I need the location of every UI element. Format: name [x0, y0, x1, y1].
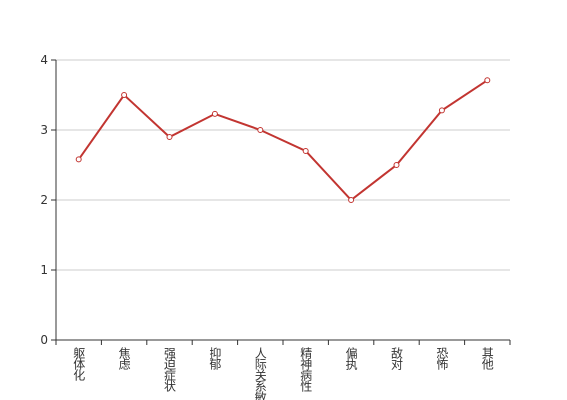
x-tick-label: 精神病性	[299, 347, 313, 393]
x-tick-label: 偏执	[344, 346, 358, 371]
point	[393, 162, 400, 168]
x-tick-label: 人际关系敏感	[253, 347, 267, 400]
x-tick-label: 焦虑	[117, 347, 131, 370]
point	[438, 107, 445, 114]
y-tick-label: 1	[40, 263, 48, 277]
point	[484, 77, 491, 84]
point	[166, 134, 173, 140]
y-tick-label: 0	[40, 333, 48, 347]
line	[77, 79, 488, 202]
point	[121, 92, 128, 98]
x-tick-label: 躯体化	[72, 346, 86, 382]
point	[257, 127, 264, 133]
y-tick-label: 2	[40, 193, 48, 207]
x-tick-label: 其他	[480, 347, 494, 370]
x-tick-label: 强迫症状	[163, 347, 177, 392]
point	[302, 148, 309, 154]
x-tick-label: 抑郁	[208, 346, 222, 371]
point	[75, 156, 82, 163]
x-tick-label: 敌对	[390, 346, 404, 370]
point	[348, 197, 355, 203]
y-tick-label: 3	[40, 123, 48, 137]
x-tick-label: 恐怖	[435, 347, 449, 370]
point	[211, 110, 218, 117]
y-tick-label: 4	[40, 53, 48, 67]
